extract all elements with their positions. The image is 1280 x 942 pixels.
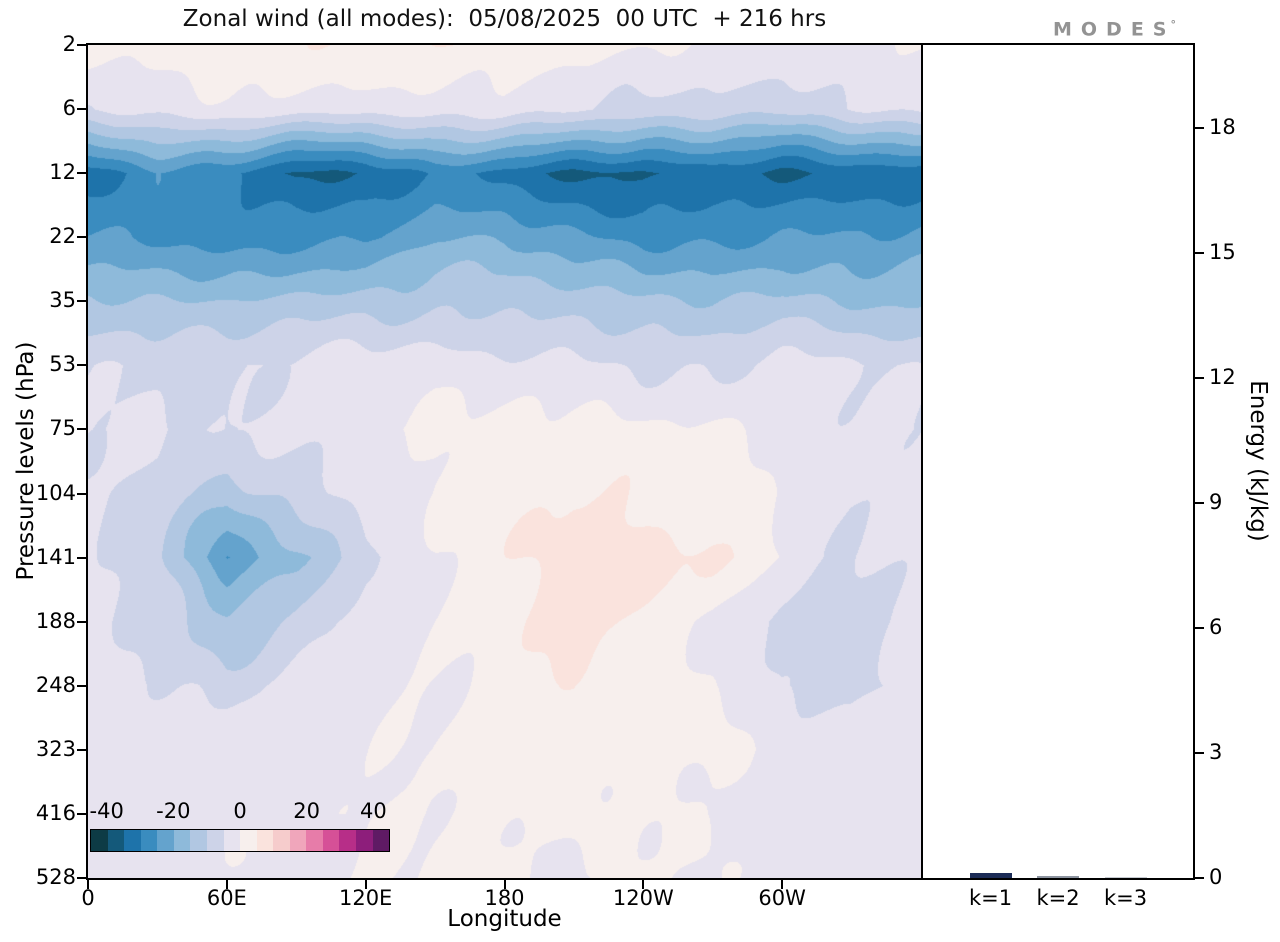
contour-canvas — [88, 45, 921, 878]
colorbar-segment — [223, 830, 241, 851]
y-tick-mark — [77, 108, 86, 111]
colorbar-tick-label: -20 — [156, 799, 191, 823]
energy-tick-mark — [1195, 502, 1204, 505]
y-tick-mark — [77, 684, 86, 687]
energy-bar — [1104, 877, 1147, 878]
x-tick-mark — [642, 880, 645, 889]
colorbar-segment — [240, 830, 257, 851]
y-tick-label: 416 — [35, 800, 76, 825]
colorbar-segment — [306, 830, 323, 851]
y-tick-mark — [77, 364, 86, 367]
x-tick-label: 180 — [484, 886, 525, 910]
colorbar-segment — [124, 830, 141, 851]
colorbar-segment — [372, 830, 390, 851]
colorbar-segment — [356, 830, 373, 851]
colorbar-tick-label: 40 — [359, 799, 387, 823]
y-tick-label: 104 — [35, 480, 76, 505]
colorbar-tick-label: 20 — [293, 799, 321, 823]
energy-tick-mark — [1195, 877, 1204, 879]
x-tick-mark — [781, 880, 784, 889]
x-tick-mark — [225, 880, 228, 889]
y-tick-label: 2 — [62, 32, 76, 56]
energy-tick-label: 3 — [1209, 740, 1223, 765]
y-tick-label: 6 — [62, 96, 76, 121]
y-tick-label: 35 — [49, 288, 76, 313]
y-tick-mark — [77, 172, 86, 175]
modes-logo-degree-icon: ° — [1170, 18, 1177, 31]
energy-tick-label: 9 — [1209, 490, 1223, 515]
x-tick-mark — [87, 880, 89, 889]
colorbar-segment — [173, 830, 191, 851]
energy-tick-mark — [1195, 252, 1204, 255]
colorbar-segment — [289, 830, 307, 851]
modes-logo: MODES° — [1053, 18, 1213, 40]
colorbar-segment — [140, 830, 158, 851]
y-tick-mark — [77, 748, 86, 751]
energy-bar — [969, 873, 1012, 878]
colorbar-segment — [339, 830, 356, 851]
x-tick-mark — [364, 880, 367, 889]
y-tick-label: 22 — [49, 224, 76, 249]
x-tick-label: 120W — [612, 886, 674, 910]
energy-tick-label: 6 — [1209, 615, 1223, 640]
y-tick-label: 528 — [35, 865, 76, 889]
y-tick-mark — [77, 812, 86, 815]
energy-tick-label: 18 — [1209, 115, 1236, 140]
colorbar-tick-label: -40 — [89, 799, 124, 823]
y-tick-label: 53 — [49, 352, 76, 377]
main-plot-frame — [86, 43, 923, 880]
energy-tick-label: 12 — [1209, 365, 1236, 390]
colorbar-segment — [107, 830, 125, 851]
energy-tick-mark — [1195, 127, 1204, 130]
colorbar-segment — [157, 830, 174, 851]
y-tick-mark — [77, 877, 86, 879]
colorbar-segment — [322, 830, 340, 851]
energy-panel-frame — [921, 43, 1195, 880]
colorbar-segment — [206, 830, 224, 851]
y-tick-label: 141 — [35, 544, 76, 569]
y-tick-label: 188 — [35, 608, 76, 633]
y-tick-mark — [77, 44, 86, 46]
energy-tick-label: 0 — [1209, 865, 1223, 889]
x-tick-label: 60E — [206, 886, 247, 910]
y-tick-label: 12 — [49, 160, 76, 185]
energy-tick-mark — [1195, 752, 1204, 755]
chart-title: Zonal wind (all modes): 05/08/2025 00 UT… — [182, 6, 827, 32]
x-axis-label: Longitude — [447, 906, 562, 932]
y-tick-mark — [77, 428, 86, 431]
y-tick-mark — [77, 236, 86, 239]
y-tick-label: 323 — [35, 736, 76, 761]
energy-tick-label: 15 — [1209, 240, 1236, 265]
x-tick-label: 0 — [81, 886, 95, 910]
colorbar-tick-label: 0 — [233, 799, 247, 823]
colorbar — [90, 829, 390, 852]
energy-category-label: k=1 — [968, 886, 1013, 910]
modes-logo-text: MODES — [1053, 18, 1176, 41]
colorbar-segment — [91, 830, 108, 851]
energy-category-label: k=3 — [1103, 886, 1148, 910]
y-tick-label: 75 — [49, 416, 76, 441]
x-tick-label: 60W — [758, 886, 806, 910]
y-tick-label: 248 — [35, 672, 76, 697]
x-tick-label: 120E — [338, 886, 393, 910]
colorbar-segment — [190, 830, 207, 851]
energy-bar — [1037, 876, 1079, 878]
colorbar-segment — [273, 830, 290, 851]
energy-tick-mark — [1195, 377, 1204, 380]
y-tick-mark — [77, 556, 86, 559]
y-tick-mark — [77, 300, 86, 303]
x-tick-mark — [503, 880, 506, 889]
energy-category-label: k=2 — [1036, 886, 1080, 910]
colorbar-segment — [256, 830, 274, 851]
energy-tick-mark — [1195, 627, 1204, 630]
y-tick-mark — [77, 620, 86, 623]
energy-axis-label: Energy (kJ/kg) — [1245, 380, 1271, 542]
y-tick-mark — [77, 492, 86, 495]
